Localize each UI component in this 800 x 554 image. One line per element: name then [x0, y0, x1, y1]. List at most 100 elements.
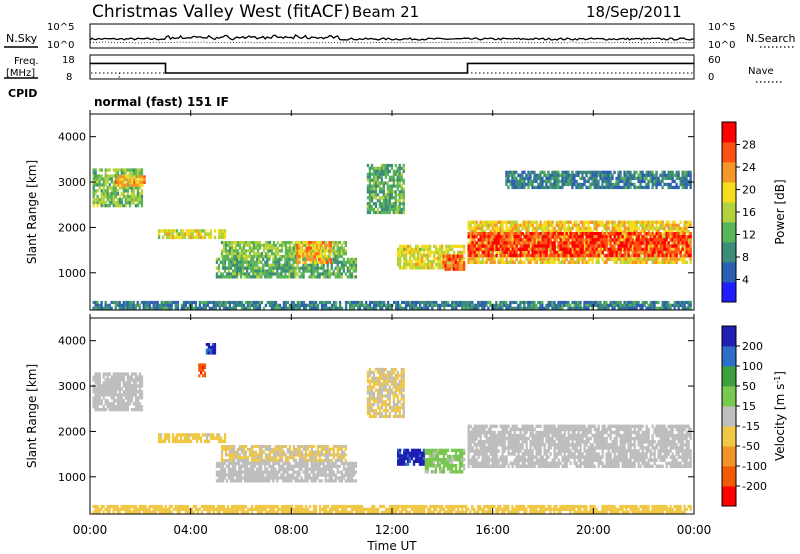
- heatmap-cell-4: [284, 269, 287, 273]
- heatmap-cell-4: [348, 275, 351, 279]
- heatmap-cell-3: [288, 246, 292, 250]
- heatmap-cell-8: [549, 257, 552, 261]
- heatmap-cell-9: [533, 244, 536, 248]
- heatmap-cell-10: [160, 303, 163, 307]
- heatmap-cell-8: [631, 236, 634, 240]
- heatmap-cell-6: [429, 260, 432, 264]
- heatmap-cell-9: [543, 244, 546, 248]
- heatmap-cell-4: [221, 257, 225, 261]
- heatmap-cell-8: [675, 257, 678, 261]
- heatmap-cell-12: [390, 207, 393, 212]
- heatmap-cell-6: [421, 260, 424, 264]
- heatmap-cell-4: [227, 272, 231, 276]
- heatmap-cell-0: [96, 174, 99, 178]
- heatmap-cell-8: [477, 223, 480, 228]
- heatmap-cell-11: [655, 176, 658, 181]
- heatmap-cell-8: [489, 257, 492, 261]
- heatmap-cell-4: [300, 275, 303, 279]
- heatmap-cell-11: [669, 182, 672, 187]
- heatmap-cell-10: [431, 303, 434, 307]
- heatmap-cell-11: [549, 182, 552, 187]
- heatmap-cell-8: [515, 226, 518, 231]
- heatmap-cell-10: [252, 300, 256, 305]
- heatmap-cell-3: [334, 252, 337, 256]
- heatmap-cell-4: [266, 275, 269, 279]
- heatmap-cell-11: [507, 170, 510, 174]
- heatmap-cell-11: [507, 179, 510, 184]
- heatmap-cell-8: [495, 223, 498, 228]
- heatmap-cell-10: [236, 303, 239, 307]
- heatmap-cell-4: [248, 260, 251, 264]
- heatmap-cell-11: [667, 173, 670, 177]
- heatmap-cell-4: [348, 272, 351, 276]
- heatmap-cell-9: [621, 244, 624, 248]
- heatmap-cell-12: [398, 163, 401, 168]
- heatmap-cell-0: [134, 204, 138, 208]
- heatmap-cell-4: [340, 263, 343, 267]
- noise-right-tick-top: 10^5: [708, 22, 735, 33]
- heatmap-cell-2: [167, 229, 171, 233]
- heatmap-cell-10: [302, 300, 306, 305]
- heatmap-cell-8: [671, 226, 674, 231]
- heatmap-cell-5: [325, 260, 328, 264]
- heatmap-cell-9: [655, 232, 658, 236]
- heatmap-cell-12: [398, 169, 401, 173]
- heatmap-cell-4: [264, 263, 267, 267]
- heatmap-cell-8: [563, 232, 566, 237]
- heatmap-cell-12: [378, 205, 382, 209]
- heatmap-cell-10: [593, 303, 596, 307]
- heatmap-cell-8: [583, 220, 586, 224]
- heatmap-cell-7: [460, 264, 464, 268]
- heatmap-cell-9: [531, 241, 534, 245]
- heatmap-cell-11: [533, 179, 536, 184]
- heatmap-cell-11: [585, 185, 588, 190]
- heatmap-cell-9: [557, 241, 560, 245]
- heatmap-cell-8: [629, 260, 632, 264]
- heatmap-cell-6: [415, 256, 418, 261]
- heatmap-cell-11: [637, 176, 640, 181]
- heatmap-cell-0: [110, 186, 113, 190]
- heatmap-cell-11: [563, 176, 566, 181]
- heatmap-cell-3: [270, 246, 274, 250]
- heatmap-cell-3: [338, 249, 341, 253]
- heatmap-cell-3: [332, 246, 335, 250]
- heatmap-cell-10: [210, 300, 213, 305]
- heatmap-cell-6: [439, 253, 442, 258]
- heatmap-cell-11: [543, 179, 546, 184]
- heatmap-cell-3: [246, 243, 250, 247]
- heatmap-cell-8: [543, 260, 546, 264]
- heatmap-cell-3: [254, 243, 258, 247]
- heatmap-cell-8: [475, 257, 478, 261]
- heatmap-cell-10: [100, 306, 103, 310]
- heatmap-cell-8: [535, 260, 538, 264]
- heatmap-cell-8: [499, 232, 502, 237]
- heatmap-cell-11: [567, 170, 570, 174]
- heatmap-cell-1: [133, 178, 136, 182]
- heatmap-cell-4: [310, 275, 313, 279]
- heatmap-cell-6: [441, 263, 444, 267]
- heatmap-cell-0: [106, 168, 109, 172]
- heatmap-cell-8: [563, 220, 566, 224]
- heatmap-cell-9: [591, 244, 594, 248]
- heatmap-cell-11: [683, 176, 686, 181]
- heatmap-cell-8: [537, 223, 540, 228]
- heatmap-cell-8: [585, 229, 588, 234]
- heatmap-cell-11: [511, 179, 514, 184]
- heatmap-cell-6: [425, 253, 428, 258]
- heatmap-cell-9: [591, 235, 594, 239]
- heatmap-cell-10: [108, 306, 111, 310]
- heatmap-cell-11: [613, 170, 616, 174]
- heatmap-cell-0: [122, 171, 125, 175]
- heatmap-cell-10: [114, 303, 117, 307]
- heatmap-cell-3: [276, 246, 280, 250]
- heatmap-cell-12: [392, 210, 395, 215]
- heatmap-cell-8: [653, 254, 656, 258]
- heatmap-cell-2: [195, 232, 199, 236]
- heatmap-cell-11: [607, 170, 610, 174]
- heatmap-cell-11: [639, 170, 642, 174]
- heatmap-cell-5: [298, 241, 301, 245]
- heatmap-cell-9: [575, 238, 578, 242]
- heatmap-cell-11: [601, 173, 604, 177]
- heatmap-cell-8: [567, 260, 570, 264]
- heatmap-cell-10: [677, 306, 680, 310]
